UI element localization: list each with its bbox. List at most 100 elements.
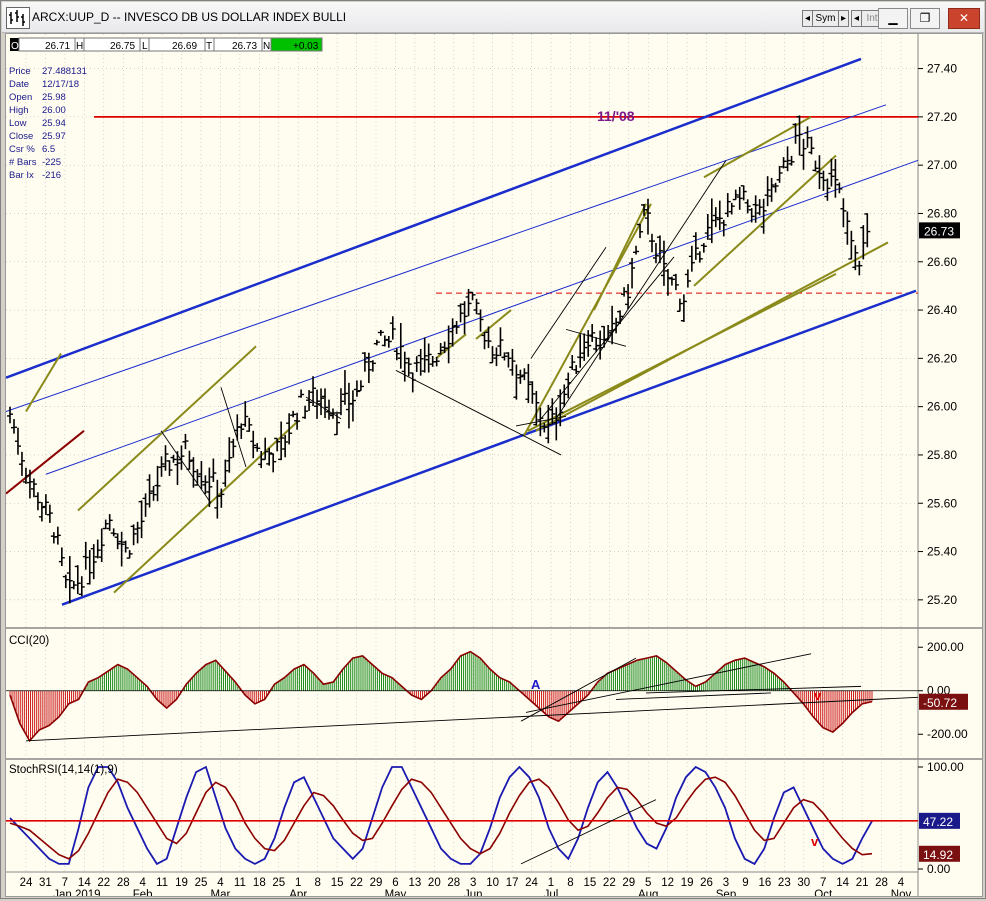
cci-trend-line bbox=[615, 692, 772, 700]
x-tick-label: 5 bbox=[645, 877, 651, 889]
cci-line bbox=[9, 650, 873, 743]
x-tick-label: 31 bbox=[39, 877, 52, 889]
ohlc-o-label: O bbox=[11, 41, 19, 52]
x-tick-label: 12 bbox=[661, 877, 674, 889]
x-month-label: Sep bbox=[716, 889, 736, 896]
sym-button[interactable]: Sym bbox=[812, 10, 839, 27]
thin-trend-line bbox=[160, 430, 212, 504]
x-tick-label: 29 bbox=[622, 877, 635, 889]
price-chart-svg: 24 31 7 14 22 28 4 11 19 25 4 11 18 25 1 8 15 22 29 6 13 20 28… bbox=[5, 34, 982, 901]
x-tick-label: 19 bbox=[681, 877, 694, 889]
window-title: ARCX:UUP_D -- INVESCO DB US DOLLAR INDEX… bbox=[32, 10, 347, 24]
x-tick-label: 16 bbox=[758, 877, 771, 889]
stoch-ref-box bbox=[919, 812, 960, 829]
restore-button[interactable]: ❐ bbox=[910, 8, 940, 29]
x-tick-label: 8 bbox=[567, 877, 573, 889]
cci-trend-line bbox=[520, 657, 637, 722]
thin-trend-line bbox=[395, 370, 562, 456]
cci-last-label: -50.72 bbox=[923, 696, 957, 710]
cci-trend-line bbox=[525, 653, 812, 713]
x-tick-label: 15 bbox=[583, 877, 596, 889]
ohlc-h-label: H bbox=[76, 41, 83, 52]
x-tick-label: 11 bbox=[156, 877, 168, 889]
x-tick-label: 14 bbox=[78, 877, 91, 889]
data-window-value: 6.5 bbox=[42, 144, 55, 155]
cci-tick-label: -200.00 bbox=[927, 727, 968, 741]
x-tick-label: 22 bbox=[97, 877, 110, 889]
x-tick-label: 21 bbox=[856, 877, 869, 889]
x-tick-label: 4 bbox=[898, 877, 905, 889]
x-tick-label: 13 bbox=[408, 877, 421, 889]
price-bars bbox=[7, 115, 871, 604]
x-month-label: Jan 2019 bbox=[53, 889, 100, 896]
x-month-label: Jul bbox=[544, 889, 559, 896]
stoch-trend-line bbox=[520, 799, 657, 865]
cci-a-mark: A bbox=[531, 677, 541, 692]
minimize-button[interactable]: ▁ bbox=[878, 8, 908, 29]
x-tick-label: 8 bbox=[314, 877, 320, 889]
ohlc-c-label: T bbox=[206, 41, 212, 52]
ohlc-l-label: L bbox=[142, 41, 148, 52]
olive-trend-line bbox=[535, 241, 889, 432]
cci-trend-line bbox=[25, 696, 919, 742]
x-tick-label: 30 bbox=[797, 877, 810, 889]
data-window-value: 25.94 bbox=[42, 118, 66, 129]
stoch-k-line bbox=[9, 765, 873, 866]
data-window-label: Bar Ix bbox=[9, 170, 34, 181]
x-month-label: Mar bbox=[211, 889, 231, 896]
price-tick-label: 25.40 bbox=[927, 545, 957, 559]
data-window-value: -225 bbox=[42, 157, 61, 168]
price-tick-label: 26.60 bbox=[927, 255, 957, 269]
stochrsi-panel bbox=[6, 765, 918, 866]
price-tick-label: 26.00 bbox=[927, 400, 957, 414]
data-window-label: High bbox=[9, 105, 29, 116]
stoch-last-box bbox=[919, 845, 960, 862]
sym-right-arrow-icon[interactable]: ▸ bbox=[838, 10, 849, 27]
x-tick-label: 22 bbox=[603, 877, 616, 889]
price-tick-label: 26.80 bbox=[927, 206, 957, 220]
data-window-label: # Bars bbox=[9, 157, 37, 168]
price-tick-label: 25.60 bbox=[927, 496, 957, 510]
x-month-label: Jun bbox=[464, 889, 483, 896]
data-window-label: Csr % bbox=[9, 144, 35, 155]
cci-v-mark: v bbox=[814, 688, 822, 703]
data-window-value: 25.97 bbox=[42, 131, 66, 142]
thin-trend-line bbox=[530, 247, 607, 359]
olive-trend-line bbox=[593, 203, 647, 311]
data-window-label: Date bbox=[9, 79, 29, 90]
trendlines bbox=[5, 57, 919, 606]
price-tick-label: 27.40 bbox=[927, 62, 957, 76]
price-tick-label: 25.20 bbox=[927, 593, 957, 607]
stoch-last-label: 14.92 bbox=[923, 848, 953, 862]
stochrsi-title: StochRSI(14,14(1),9) bbox=[9, 764, 118, 776]
x-tick-label: 10 bbox=[486, 877, 499, 889]
x-tick-label: 18 bbox=[253, 877, 266, 889]
ohlc-c-value: 26.73 bbox=[232, 41, 257, 52]
resistance-annotation: 11/'08 bbox=[597, 108, 635, 124]
chart-app-icon bbox=[6, 7, 30, 29]
data-window-label: Price bbox=[9, 66, 31, 77]
data-window-label: Open bbox=[9, 92, 32, 103]
close-button[interactable]: ✕ bbox=[948, 8, 980, 29]
x-tick-label: 4 bbox=[139, 877, 146, 889]
data-window-label: Close bbox=[9, 131, 33, 142]
x-tick-label: 17 bbox=[506, 877, 519, 889]
channel-upper-line bbox=[5, 57, 862, 379]
data-window-label: Low bbox=[9, 118, 27, 129]
x-tick-label: 22 bbox=[350, 877, 363, 889]
x-tick-label: 11 bbox=[234, 877, 246, 889]
thin-trend-line bbox=[305, 396, 342, 420]
last-price-label: 26.73 bbox=[924, 224, 954, 238]
cci-trend-line bbox=[645, 685, 862, 694]
chart-area[interactable]: 24 31 7 14 22 28 4 11 19 25 4 11 18 25 1 8 15 22 29 6 13 20 28… bbox=[5, 33, 983, 901]
olive-trend-line bbox=[693, 154, 837, 287]
x-tick-label: 24 bbox=[525, 877, 538, 889]
stoch-d-line bbox=[9, 776, 873, 860]
early-trend-line bbox=[5, 430, 85, 495]
stoch-tick-label: 100.00 bbox=[927, 760, 964, 774]
ohlc-status-bar: O 26.71 H 26.75 L 26.69 T 26.73 N +0.03 bbox=[10, 37, 323, 52]
x-tick-label: 28 bbox=[447, 877, 460, 889]
cci-title: CCI(20) bbox=[9, 635, 49, 647]
title-bar[interactable]: ARCX:UUP_D -- INVESCO DB US DOLLAR INDEX… bbox=[2, 2, 984, 33]
x-tick-label: 3 bbox=[470, 877, 476, 889]
